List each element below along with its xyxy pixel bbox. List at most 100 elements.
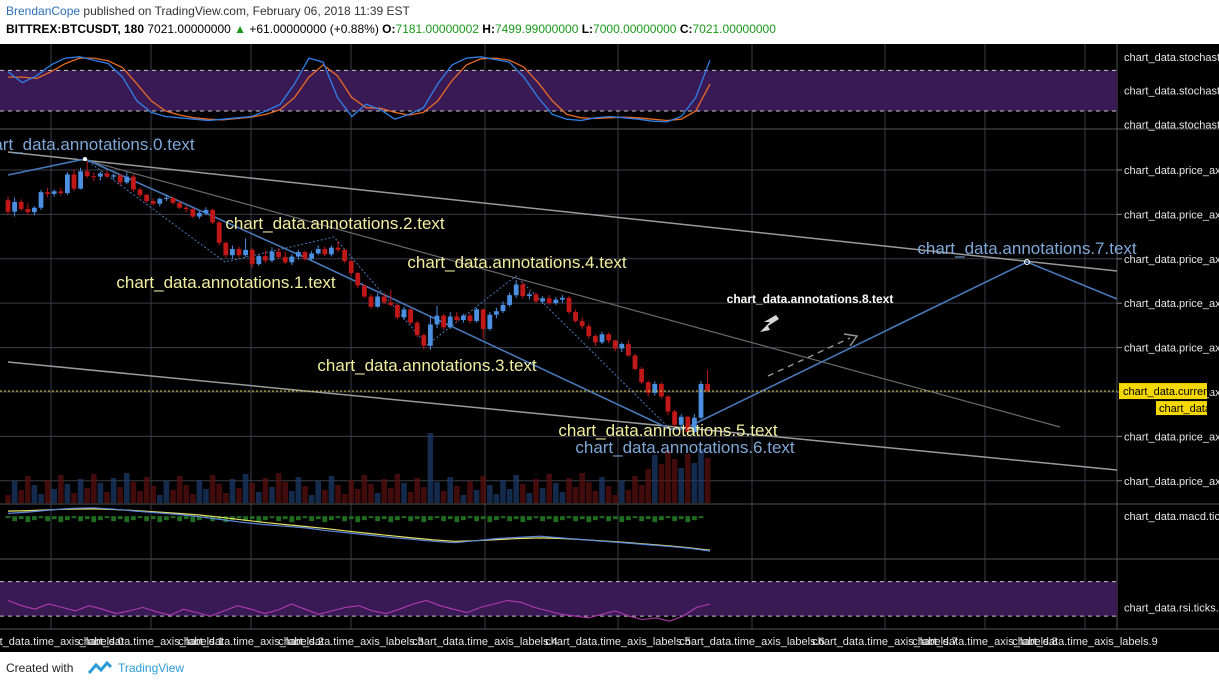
volume-bar <box>236 488 242 503</box>
volume-bar <box>289 491 295 503</box>
macd-histogram-bar <box>362 516 367 521</box>
volume-bar <box>5 495 11 503</box>
candle-body <box>348 260 354 273</box>
volume-bar <box>566 478 572 503</box>
macd-histogram-bar <box>606 516 611 522</box>
candle-body <box>329 247 334 255</box>
wave-label: chart_data.annotations.4.text <box>407 253 627 272</box>
price-tick-label: chart_data.price_axis_ticks.2 <box>1124 254 1219 266</box>
macd-histogram-bar <box>639 516 644 522</box>
volume-bar <box>506 489 513 503</box>
close-label: C: <box>679 22 693 36</box>
volume-bar <box>685 454 691 503</box>
candle-body <box>546 298 552 304</box>
price-tick-label: chart_data.price_axis_ticks.1 <box>1124 209 1219 221</box>
candle-body <box>190 209 196 217</box>
macd-histogram-bar <box>12 516 17 522</box>
volume-bar <box>698 449 704 503</box>
volume-bar <box>513 475 519 503</box>
volume-bar <box>223 493 229 503</box>
stoch-band <box>0 70 1117 112</box>
macd-histogram-bar <box>553 516 559 523</box>
macd-histogram-bar <box>421 516 427 523</box>
macd-histogram-bar <box>91 516 97 523</box>
macd-histogram-bar <box>243 516 248 522</box>
volume-bar <box>269 487 275 503</box>
volume-bar <box>665 450 671 503</box>
candle-body <box>428 324 433 346</box>
tradingview-link[interactable]: TradingView <box>118 661 185 675</box>
volume-bar <box>355 489 361 503</box>
volume-bar <box>163 481 170 503</box>
candle-body <box>513 284 519 296</box>
macd-histogram-bar <box>98 516 103 521</box>
candle-body <box>137 189 143 195</box>
candle-body <box>157 198 163 204</box>
candle-body <box>282 256 288 263</box>
volume-bar <box>374 493 381 503</box>
volume-bar <box>632 476 638 503</box>
candle-body <box>626 344 631 356</box>
macd-histogram-bar <box>573 516 578 522</box>
volume-bar <box>249 483 255 503</box>
volume-bar <box>434 482 440 503</box>
volume-bar <box>18 490 24 503</box>
macd-histogram-bar <box>355 516 361 523</box>
macd-histogram-bar <box>368 516 374 519</box>
volume-bar <box>308 495 315 503</box>
macd-histogram-bar <box>461 516 466 521</box>
volume-bar <box>454 486 460 503</box>
candle-body <box>612 340 618 349</box>
rsi-tick-label: chart_data.rsi.ticks.0 <box>1124 602 1219 614</box>
volume-bar <box>388 488 394 503</box>
volume-bar <box>440 491 447 503</box>
volume-bar <box>295 477 302 503</box>
volume-bar <box>526 493 533 503</box>
candle-body <box>467 315 473 321</box>
volume-bar <box>592 491 599 503</box>
candle-body <box>98 173 103 177</box>
volume-bar <box>157 495 163 503</box>
volume-bar <box>216 484 222 503</box>
macd-histogram-bar <box>104 516 110 519</box>
wave-point <box>1024 259 1030 265</box>
candle-body <box>619 344 625 349</box>
candle-body <box>276 251 281 257</box>
candle-body <box>533 294 539 302</box>
projection-dashed-arrow <box>767 337 851 377</box>
volume-bar <box>124 473 130 503</box>
chart-canvas[interactable]: chart_data.price_axis_ticks.0 chart_data.… <box>0 44 1219 652</box>
candle-body <box>104 173 110 177</box>
candle-body <box>177 202 182 208</box>
candle-body <box>65 174 70 194</box>
candle-body <box>210 209 215 223</box>
candle-body <box>296 252 301 257</box>
volume-bar <box>394 474 401 503</box>
macd-histogram-bar <box>626 516 631 521</box>
low-label: L: <box>581 22 594 36</box>
wave-label: chart_data.annotations.6.text <box>575 438 795 457</box>
volume-bar <box>487 485 493 503</box>
macd-histogram-bar <box>388 516 394 523</box>
candle-body <box>71 174 77 189</box>
candle-body <box>388 302 394 305</box>
stoch-tick-label: chart_data.stochastic.ticks.2 <box>1124 120 1219 132</box>
tradingview-logo-icon[interactable] <box>88 660 112 676</box>
candle-body <box>401 309 407 318</box>
macd-histogram-bar <box>560 516 565 521</box>
candle-body <box>197 213 202 217</box>
macd-histogram-bar <box>329 516 334 521</box>
stoch-tick-label: chart_data.stochastic.ticks.1 <box>1124 86 1219 98</box>
created-with-label: Created with <box>6 661 74 675</box>
volume-bar <box>612 495 618 503</box>
wave-label: chart_data.annotations.7.text <box>917 239 1137 258</box>
author-link[interactable]: BrendanCope <box>6 4 81 18</box>
candle-body <box>38 192 44 208</box>
candle-body <box>573 312 578 321</box>
time-tick-label: chart_data.time_axis_labels.5 <box>545 636 691 648</box>
low-value: 7000.00000000 <box>593 22 677 36</box>
volume-bar <box>500 480 506 503</box>
macd-histogram-bar <box>256 516 262 523</box>
volume-bar <box>619 481 625 503</box>
macd-histogram-bar <box>527 516 532 521</box>
